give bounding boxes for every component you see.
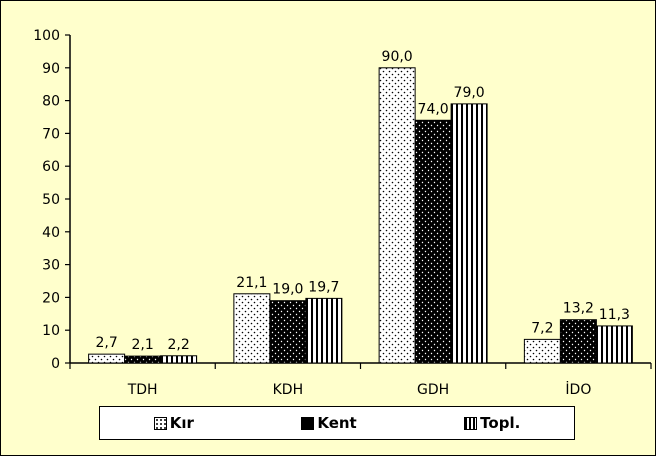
bar-kent-kdh [269, 300, 307, 364]
legend-item-kir: Kır [153, 414, 194, 432]
y-tick-label: 70 [42, 126, 60, 142]
bar-kent-tdh [124, 355, 162, 364]
x-tick-label: GDH [417, 382, 449, 398]
x-tick-label: KDH [273, 382, 304, 398]
legend-swatch-kent [301, 416, 315, 430]
bar-topl-i̇do [595, 325, 633, 364]
data-label: 2,1 [131, 337, 153, 353]
y-tick-label: 10 [42, 323, 60, 339]
bars [88, 67, 633, 364]
legend-swatch-topl [464, 416, 478, 430]
data-label: 19,7 [308, 279, 339, 295]
axes: 0 10 20 30 40 50 60 70 80 90 100 TDH KDH GDH İDO [33, 28, 652, 398]
y-tick-label: 80 [42, 94, 60, 110]
legend: Kır Kent Topl. [99, 406, 575, 440]
bar-kent-i̇do [559, 319, 597, 364]
y-tick-label: 60 [42, 159, 60, 175]
data-label: 2,7 [95, 335, 117, 351]
data-label: 21,1 [236, 275, 267, 291]
bar-kir-kdh [233, 293, 271, 364]
bar-kir-i̇do [523, 338, 561, 364]
bar-topl-kdh [305, 297, 343, 364]
legend-label-topl: Topl. [480, 414, 521, 432]
y-tick-label: 100 [33, 28, 60, 44]
data-label: 7,2 [531, 320, 553, 336]
y-tick-label: 20 [42, 290, 60, 306]
y-tick-label: 90 [42, 61, 60, 77]
data-label: 13,2 [563, 301, 594, 317]
data-label: 2,2 [167, 337, 189, 353]
legend-item-topl: Topl. [464, 414, 520, 432]
y-tick-label: 30 [42, 258, 60, 274]
legend-swatch-kir [153, 416, 167, 430]
legend-label-kir: Kır [169, 414, 194, 432]
legend-item-kent: Kent [301, 414, 357, 432]
bar-topl-tdh [160, 355, 198, 364]
y-tick-label: 40 [42, 225, 60, 241]
x-tick-label: İDO [565, 380, 591, 398]
data-labels: 2,7 2,1 2,2 21,1 19,0 19,7 90,0 74,0 79,0 7,2 13,2… [95, 49, 629, 353]
y-tick-label: 50 [42, 192, 60, 208]
y-tick-label: 0 [51, 356, 60, 372]
bar-topl-gdh [450, 103, 488, 364]
data-label: 79,0 [454, 85, 485, 101]
data-label: 11,3 [599, 307, 630, 323]
data-label: 74,0 [418, 101, 449, 117]
data-label: 19,0 [272, 282, 303, 298]
data-label: 90,0 [382, 49, 413, 65]
legend-label-kent: Kent [317, 414, 357, 432]
bar-kir-gdh [378, 67, 416, 364]
bar-kir-tdh [88, 353, 126, 364]
bar-kent-gdh [414, 119, 452, 364]
x-tick-label: TDH [127, 382, 158, 398]
